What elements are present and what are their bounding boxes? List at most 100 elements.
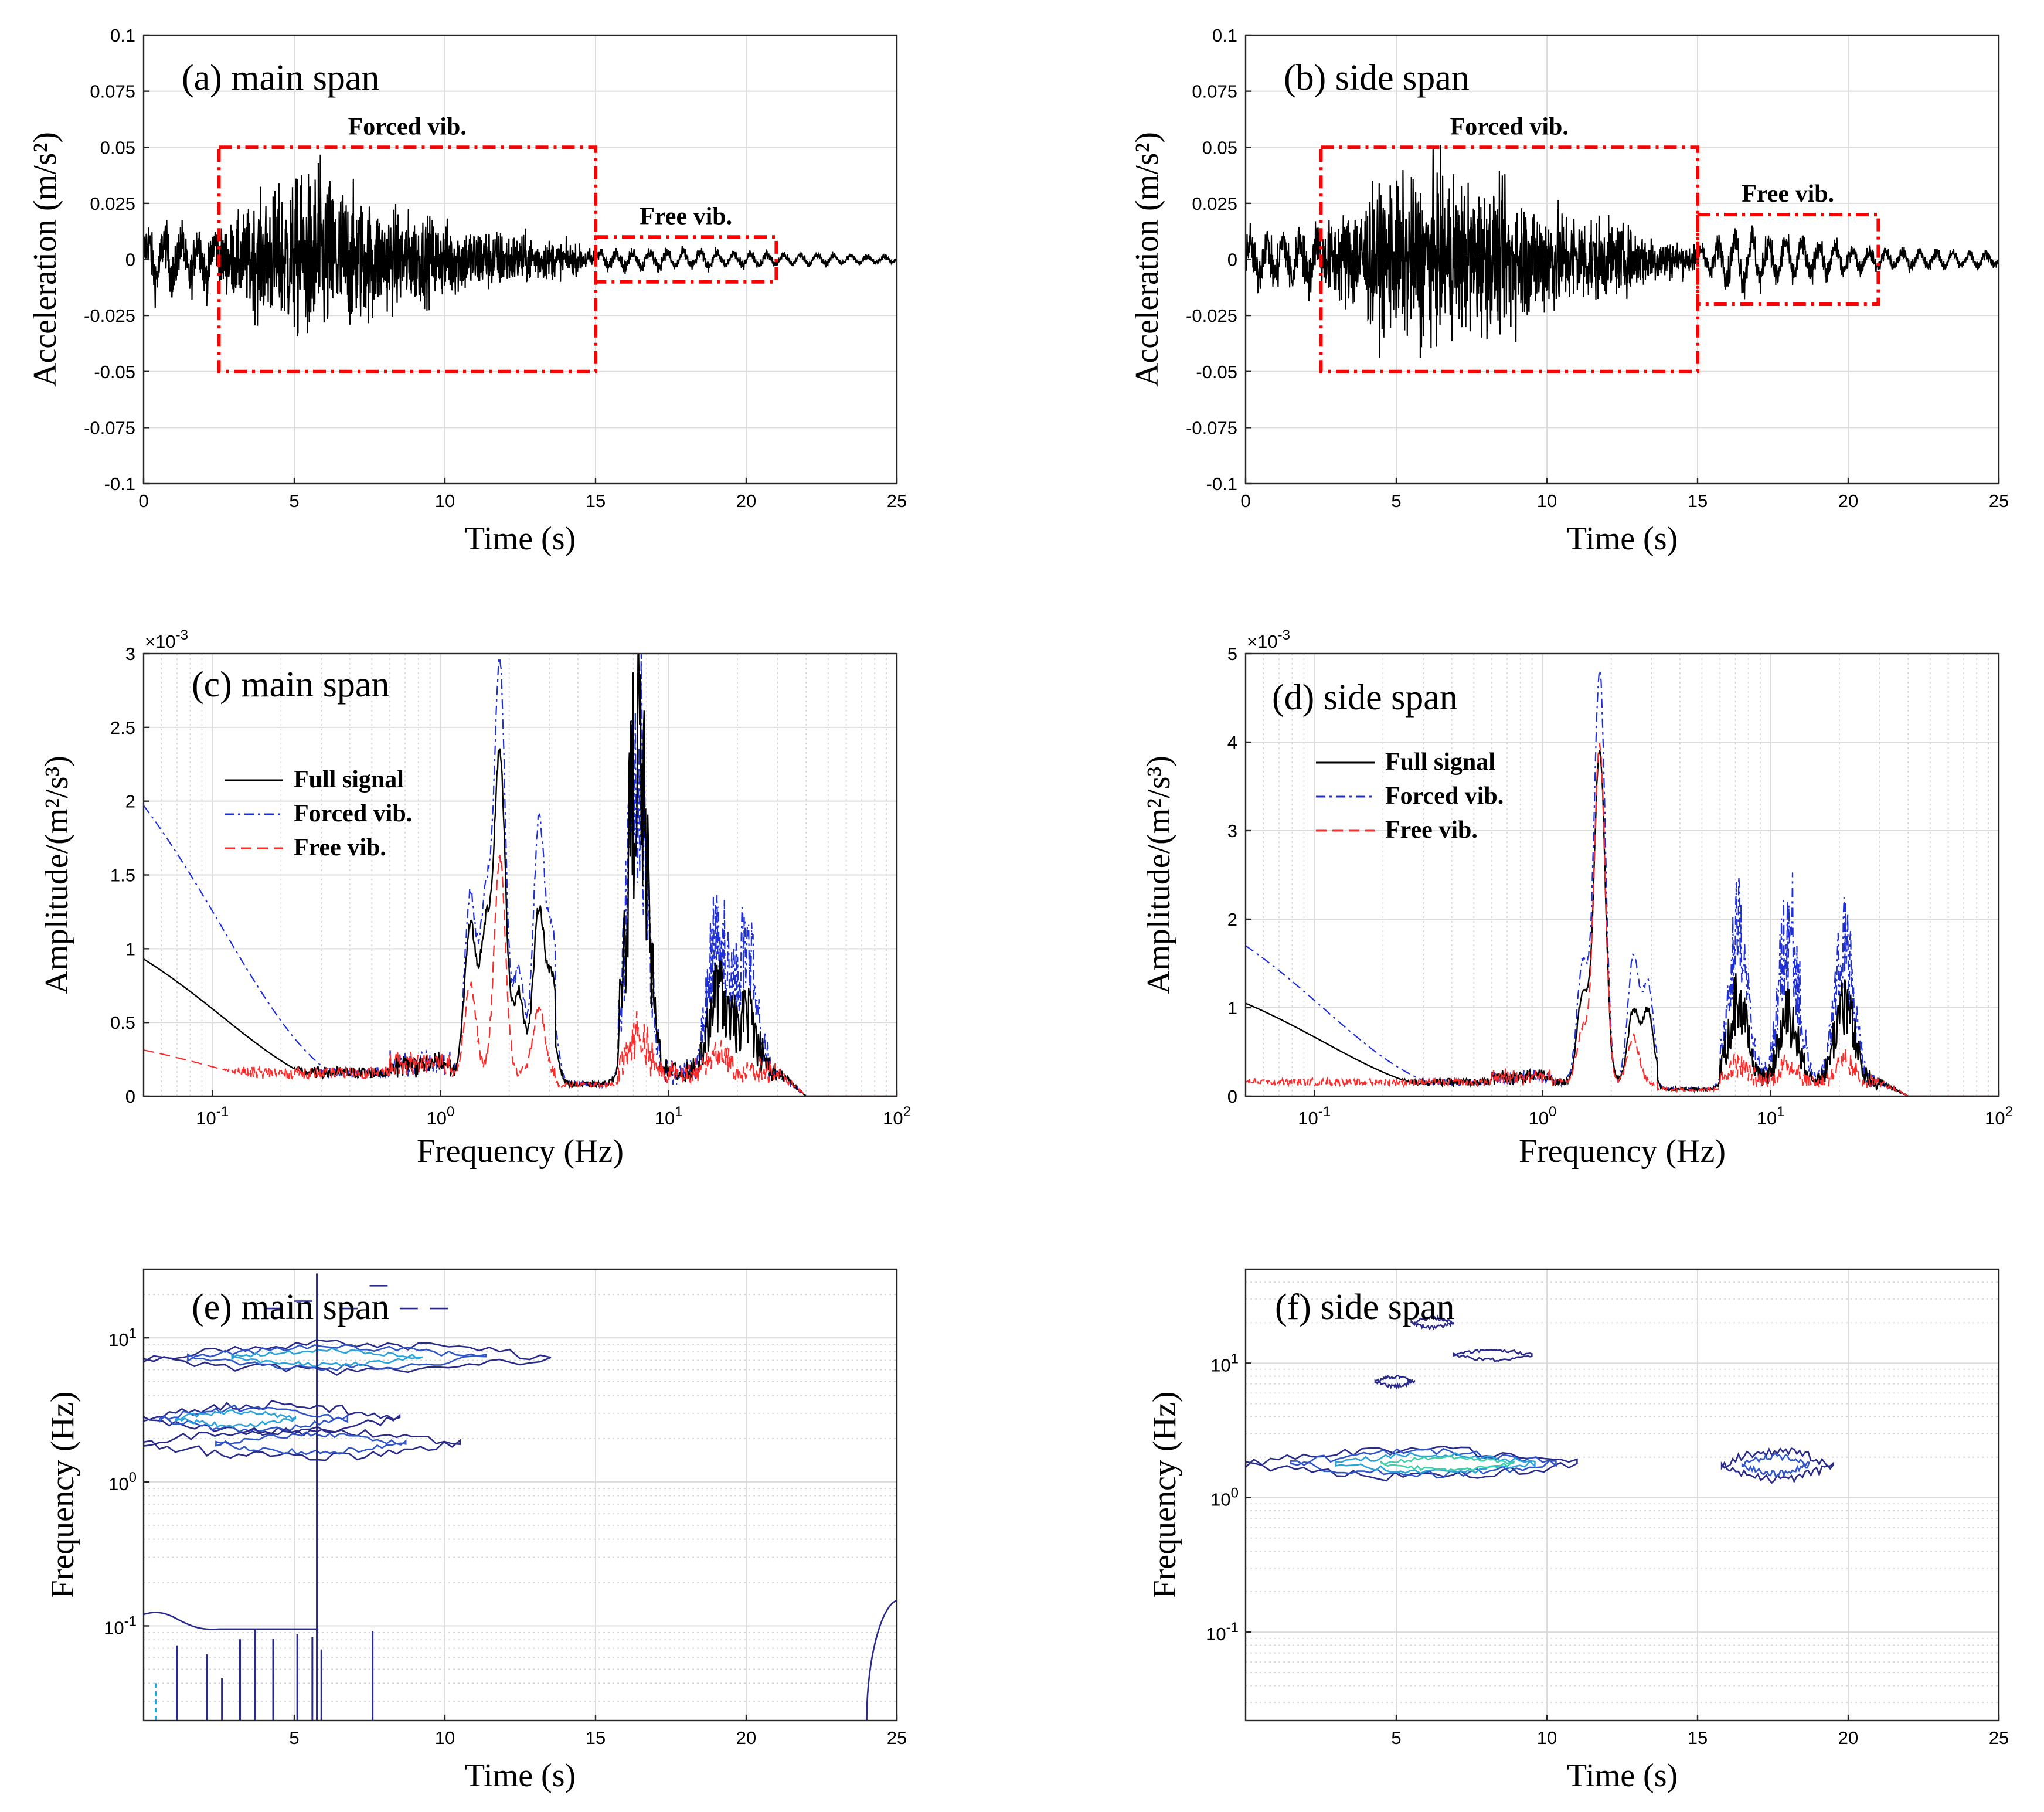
x-tick-label: 100 <box>1529 1104 1557 1128</box>
x-tick-label: 20 <box>736 1728 756 1748</box>
y-tick-label: 10-1 <box>1206 1620 1239 1644</box>
legend-entry: Forced vib. <box>1385 783 1504 810</box>
region-label-free: Free vib. <box>1742 181 1834 208</box>
y-tick-label: 0 <box>1227 250 1237 270</box>
region-box-forced <box>217 145 597 373</box>
y-tick-label: -0.025 <box>1186 305 1237 326</box>
x-tick-label: 25 <box>887 491 907 511</box>
y-tick-label: -0.1 <box>1206 474 1237 494</box>
region-label-forced: Forced vib. <box>348 113 467 140</box>
panel-e: 5 10 15 20 25 10-1 100 101 (e) main span Time (s)… <box>45 1268 907 1794</box>
y-tick-label: 0.05 <box>1202 137 1237 158</box>
x-tick-label: 25 <box>1989 1728 2009 1748</box>
x-tick-label: 25 <box>1989 491 2009 511</box>
y-tick-label: 0.1 <box>1212 25 1237 46</box>
x-tick-label: 15 <box>586 491 606 511</box>
x-axis-label-a: Time (s) <box>465 521 576 557</box>
y-tick-label: 2 <box>1227 909 1237 930</box>
y-tick-label: -0.05 <box>94 362 135 382</box>
y-tick-label: 4 <box>1227 732 1237 753</box>
y-exponent-label: ×10-3 <box>1247 627 1290 652</box>
region-box-free <box>594 235 778 284</box>
y-tick-label: 1 <box>125 939 135 959</box>
y-tick-label: 3 <box>1227 821 1237 841</box>
series-acceleration-b <box>1246 145 1999 358</box>
x-tick-label: 15 <box>1688 1728 1708 1748</box>
ridge-band <box>1246 1446 1578 1482</box>
x-tick-label: 15 <box>1688 491 1708 511</box>
y-tick-label: 101 <box>108 1325 137 1350</box>
panel-title-b: (b) side span <box>1284 58 1470 98</box>
panel-b: Forced vib. Free vib. 0 5 10 15 20 25 -0.1 -0.075… <box>1129 25 2009 557</box>
x-tick-label: 5 <box>289 491 299 511</box>
y-axis-label-e: Frequency (Hz) <box>45 1392 81 1599</box>
x-tick-label: 101 <box>655 1104 683 1128</box>
panel-title-e: (e) main span <box>192 1287 389 1327</box>
y-tick-label: 2 <box>125 791 135 812</box>
y-tick-label: 0.5 <box>110 1012 135 1033</box>
y-tick-label: -0.05 <box>1196 362 1237 382</box>
y-tick-label: 0.025 <box>1192 193 1237 214</box>
ridge-band <box>144 1426 461 1461</box>
x-tick-label: 20 <box>736 491 756 511</box>
x-tick-label: 100 <box>427 1104 455 1128</box>
x-tick-label: 5 <box>1391 491 1401 511</box>
y-axis-label-f: Frequency (Hz) <box>1147 1392 1183 1599</box>
x-tick-label: 15 <box>586 1728 606 1748</box>
panel-title-d: (d) side span <box>1272 678 1458 718</box>
x-tick-label: 5 <box>289 1728 299 1748</box>
x-tick-label: 10 <box>435 491 455 511</box>
region-label-forced: Forced vib. <box>1450 113 1569 140</box>
x-tick-label: 10 <box>435 1728 455 1748</box>
panel-d: 0 1 2 3 4 5 10-1 100 101 102 ×10-3 Full signal Force… <box>1141 627 2013 1170</box>
x-tick-label: 10 <box>1537 1728 1557 1748</box>
x-tick-label: 102 <box>883 1104 911 1128</box>
ridge-band <box>1374 1374 1416 1390</box>
low-frequency-contours <box>144 1273 897 1721</box>
y-tick-label: 10-1 <box>104 1613 137 1638</box>
ridge-band <box>1410 1314 1454 1331</box>
ridge-band <box>1720 1447 1834 1484</box>
series-free-vib <box>1246 743 1999 1096</box>
series-acceleration-a <box>144 154 897 336</box>
x-tick-label: 0 <box>1240 491 1250 511</box>
y-tick-label: 0.05 <box>100 137 135 158</box>
series-full-signal <box>1246 750 1999 1096</box>
y-tick-label: -0.1 <box>104 474 135 494</box>
x-axis-label-d: Frequency (Hz) <box>1519 1133 1726 1170</box>
series-forced-vib <box>1246 668 1999 1096</box>
series-forced-vib <box>144 654 897 1096</box>
y-tick-label: 0 <box>125 1086 135 1107</box>
y-axis-label-c: Amplitude/(m²/s³) <box>39 756 75 994</box>
y-tick-label: 0.1 <box>110 25 135 46</box>
x-axis-label-c: Frequency (Hz) <box>417 1133 624 1170</box>
x-tick-label: 0 <box>138 491 148 511</box>
y-tick-label: 0.075 <box>1192 81 1237 102</box>
y-tick-label: 101 <box>1210 1351 1239 1375</box>
legend-entry: Free vib. <box>1385 817 1478 844</box>
x-tick-label: 20 <box>1838 491 1858 511</box>
x-axis-label-b: Time (s) <box>1567 521 1678 557</box>
region-label-free: Free vib. <box>640 203 732 230</box>
legend-entry: Full signal <box>294 766 404 793</box>
x-axis-label-e: Time (s) <box>465 1757 576 1794</box>
y-tick-label: 2.5 <box>110 718 135 738</box>
y-axis-label-b: Acceleration (m/s²) <box>1129 132 1165 387</box>
y-tick-label: 3 <box>125 644 135 664</box>
panel-title-c: (c) main span <box>192 665 389 705</box>
y-tick-label: 100 <box>1210 1485 1239 1510</box>
panel-title-a: (a) main span <box>182 58 379 98</box>
y-tick-label: 0.025 <box>90 193 135 214</box>
y-tick-label: -0.025 <box>84 305 135 326</box>
y-tick-label: 0.075 <box>90 81 135 102</box>
y-tick-label: 100 <box>108 1470 137 1494</box>
x-tick-label: 10-1 <box>1298 1104 1331 1128</box>
y-axis-label-d: Amplitude/(m²/s³) <box>1141 756 1177 994</box>
x-tick-label: 10 <box>1537 491 1557 511</box>
x-tick-label: 20 <box>1838 1728 1858 1748</box>
ridge-band <box>1453 1348 1533 1362</box>
axes-box-f <box>1244 1268 2000 1722</box>
x-tick-label: 25 <box>887 1728 907 1748</box>
y-tick-label: 0 <box>1227 1086 1237 1107</box>
